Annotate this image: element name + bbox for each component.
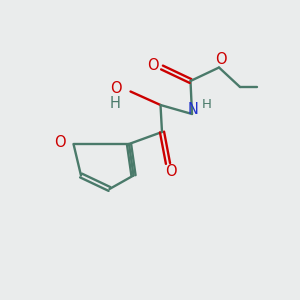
Text: O: O [165,164,177,178]
Text: O: O [215,52,226,68]
Text: N: N [188,102,199,117]
Text: H: H [202,98,212,112]
Text: O: O [110,81,121,96]
Text: O: O [54,135,66,150]
Text: O: O [147,58,159,74]
Text: H: H [110,96,121,111]
